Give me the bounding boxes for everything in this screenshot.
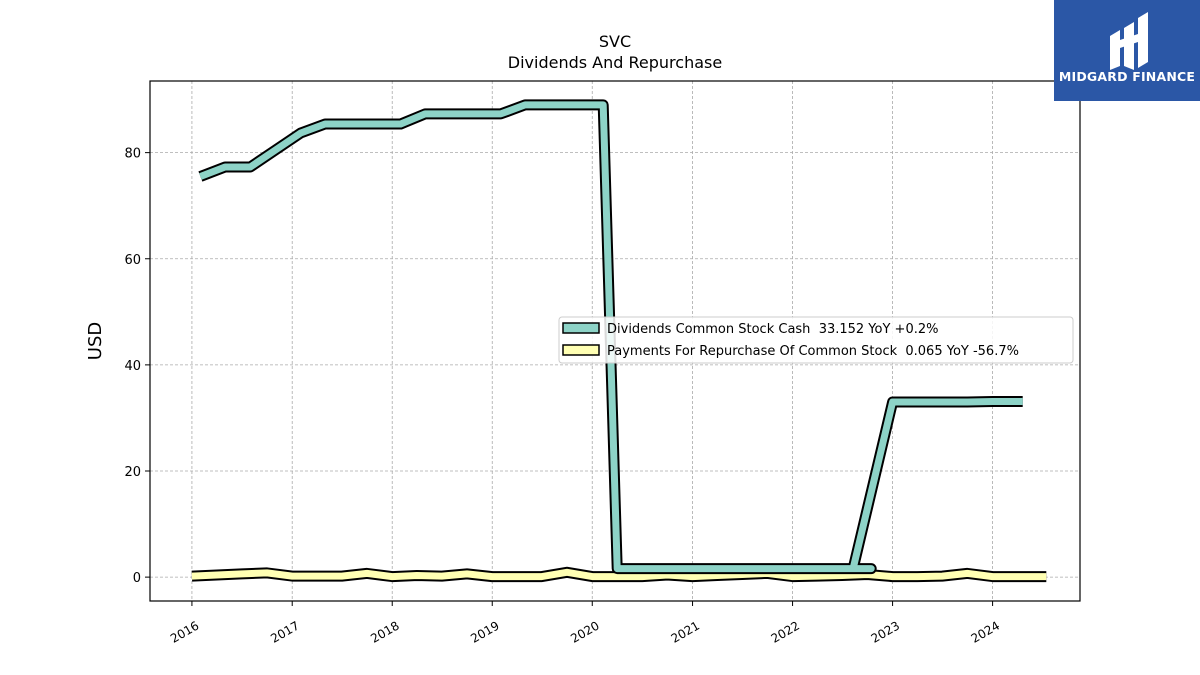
x-tick-label: 2017 <box>268 618 301 645</box>
y-tick-label: 0 <box>133 571 141 586</box>
x-tick-label: 2020 <box>568 618 601 645</box>
chart-subtitle: Dividends And Repurchase <box>508 53 722 72</box>
x-axis: 2016 2017 2018 2019 2020 2021 2022 2023 2024 <box>168 601 1002 646</box>
y-tick-label: 20 <box>124 465 141 480</box>
midgard-finance-logo: MIDGARD FINANCE <box>1054 0 1200 101</box>
y-axis: 0 20 40 60 80 <box>124 147 150 586</box>
x-tick-label: 2023 <box>869 618 902 645</box>
y-tick-label: 60 <box>124 253 141 268</box>
series-line-dividends <box>199 101 1023 573</box>
legend: Dividends Common Stock Cash 33.152 YoY +… <box>558 316 1074 364</box>
chart-title: SVC <box>599 32 631 51</box>
x-tick-label: 2021 <box>669 618 702 645</box>
logo-mark-icon <box>1110 12 1148 70</box>
x-tick-label: 2016 <box>168 618 201 645</box>
x-tick-label: 2024 <box>969 618 1002 645</box>
x-tick-label: 2018 <box>368 618 401 645</box>
x-tick-label: 2022 <box>769 618 802 645</box>
x-tick-label: 2019 <box>468 618 501 645</box>
legend-swatch-repurchase <box>562 344 600 356</box>
y-tick-label: 80 <box>124 147 141 162</box>
legend-label-dividends: Dividends Common Stock Cash 33.152 YoY +… <box>607 322 938 337</box>
series-line-repurchase <box>191 568 1047 581</box>
legend-box <box>558 316 1074 364</box>
legend-swatch-dividends <box>562 322 600 334</box>
plot-frame <box>149 80 1081 602</box>
logo-text: MIDGARD FINANCE <box>1058 69 1196 84</box>
legend-label-repurchase: Payments For Repurchase Of Common Stock … <box>607 344 1019 359</box>
y-tick-label: 40 <box>124 359 141 374</box>
series-layer <box>191 99 1047 583</box>
y-axis-label: USD <box>85 322 106 360</box>
